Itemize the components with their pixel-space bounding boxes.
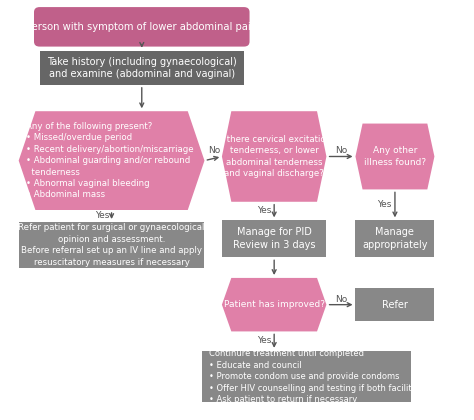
Text: Yes: Yes bbox=[257, 336, 271, 345]
Polygon shape bbox=[18, 111, 204, 210]
Polygon shape bbox=[222, 278, 327, 331]
Text: Yes: Yes bbox=[377, 200, 392, 209]
FancyBboxPatch shape bbox=[18, 222, 204, 268]
Text: Continure treatment until completed
• Educate and council
• Promote condom use a: Continure treatment until completed • Ed… bbox=[209, 349, 474, 404]
FancyBboxPatch shape bbox=[34, 7, 249, 47]
Polygon shape bbox=[222, 111, 327, 202]
Text: Refer patient for surgical or gynaecological
opinion and assessment.
Before refe: Refer patient for surgical or gynaecolog… bbox=[18, 223, 205, 267]
Text: Any of the following present?
• Missed/overdue period
• Recent delivery/abortion: Any of the following present? • Missed/o… bbox=[26, 122, 193, 200]
FancyBboxPatch shape bbox=[356, 220, 434, 257]
Text: No: No bbox=[208, 146, 220, 155]
Polygon shape bbox=[356, 123, 434, 189]
Text: Is there cervical excitation
tenderness, or lower
abdominal tenderness
and vagin: Is there cervical excitation tenderness,… bbox=[217, 135, 331, 178]
FancyBboxPatch shape bbox=[202, 351, 411, 402]
Text: Manage
appropriately: Manage appropriately bbox=[362, 227, 428, 250]
Text: Yes: Yes bbox=[257, 206, 271, 215]
FancyBboxPatch shape bbox=[356, 288, 434, 321]
Text: No: No bbox=[335, 146, 347, 155]
FancyBboxPatch shape bbox=[39, 51, 244, 85]
Text: Take history (including gynaecological)
and examine (abdominal and vaginal): Take history (including gynaecological) … bbox=[47, 57, 237, 79]
Text: No: No bbox=[335, 295, 347, 304]
Text: Person with symptom of lower abdominal pain: Person with symptom of lower abdominal p… bbox=[26, 22, 257, 32]
Text: Yes: Yes bbox=[95, 211, 109, 220]
Text: Refer: Refer bbox=[382, 299, 408, 310]
Text: Any other
illness found?: Any other illness found? bbox=[364, 146, 426, 167]
Text: Manage for PID
Review in 3 days: Manage for PID Review in 3 days bbox=[233, 227, 315, 250]
FancyBboxPatch shape bbox=[222, 220, 327, 257]
Text: Patient has improved?: Patient has improved? bbox=[224, 300, 325, 309]
